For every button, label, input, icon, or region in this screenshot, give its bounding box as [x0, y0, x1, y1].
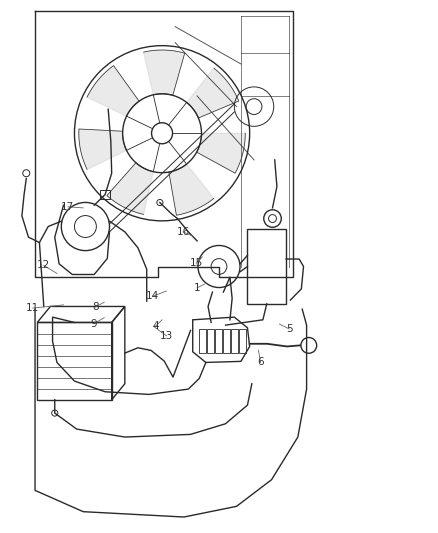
Polygon shape: [197, 133, 245, 173]
Bar: [247, 229, 286, 304]
Text: 6: 6: [257, 358, 264, 367]
Bar: [207, 329, 214, 353]
Bar: [231, 329, 238, 353]
Bar: [100, 190, 110, 199]
Polygon shape: [79, 129, 127, 169]
Text: 4: 4: [152, 321, 159, 331]
Polygon shape: [187, 68, 239, 118]
Text: 16: 16: [177, 227, 190, 237]
Bar: [199, 329, 206, 353]
Text: 13: 13: [160, 331, 173, 341]
Text: 14: 14: [146, 292, 159, 301]
Polygon shape: [144, 50, 185, 95]
Bar: [223, 329, 230, 353]
Text: 8: 8: [92, 302, 99, 312]
Text: 5: 5: [286, 324, 293, 334]
Text: 1: 1: [194, 283, 201, 293]
Text: 17: 17: [61, 202, 74, 212]
Text: 11: 11: [26, 303, 39, 313]
Text: 12: 12: [37, 261, 50, 270]
Polygon shape: [169, 164, 214, 215]
Polygon shape: [107, 163, 153, 214]
Bar: [215, 329, 222, 353]
Text: 15: 15: [190, 259, 203, 268]
Bar: [239, 329, 246, 353]
Text: 9: 9: [91, 319, 98, 328]
Polygon shape: [87, 66, 139, 116]
